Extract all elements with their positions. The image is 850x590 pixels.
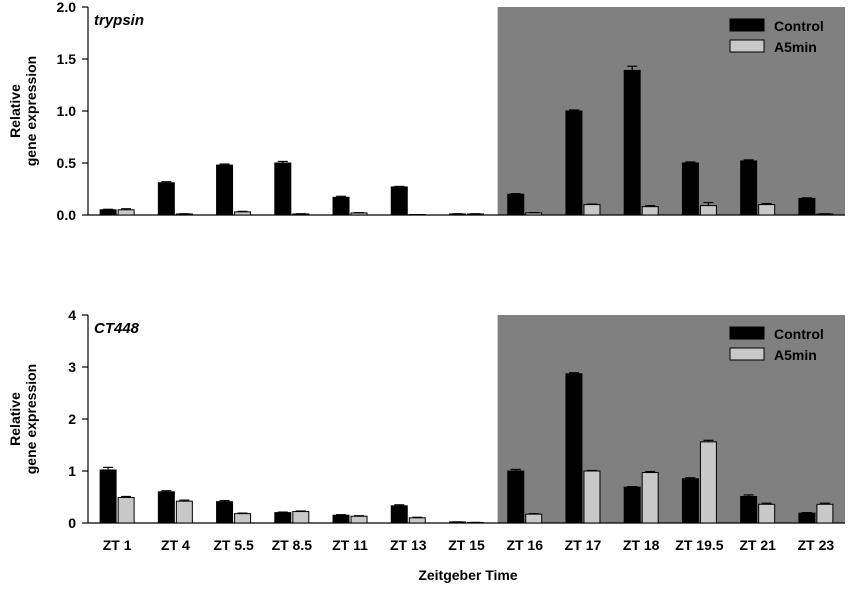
- control-bar: [623, 486, 641, 524]
- y-axis-label-line: Relative: [7, 84, 23, 138]
- x-axis-label: Zeitgeber Time: [418, 567, 518, 583]
- y-axis-label: Relative gene expression: [7, 56, 39, 167]
- control-bar: [507, 470, 525, 524]
- a5min-bar: [758, 204, 776, 216]
- a5min-bar: [175, 500, 193, 524]
- control-bar: [274, 162, 292, 216]
- y-tick-label: 2: [68, 411, 76, 427]
- control-bar: [623, 69, 641, 216]
- a5min-bar: [117, 497, 135, 524]
- dark-phase-shading: [497, 7, 845, 215]
- a5min-bar: [292, 511, 310, 524]
- x-tick-label: ZT 13: [390, 537, 427, 553]
- panel-title: CT448: [94, 320, 140, 337]
- a5min-bar: [234, 513, 252, 524]
- legend-swatch: [729, 18, 765, 32]
- y-tick-label: 1.0: [57, 103, 77, 119]
- x-tick-label: ZT 16: [506, 537, 543, 553]
- a5min-bar: [583, 204, 601, 216]
- control-bar: [216, 164, 234, 216]
- x-tick-label: ZT 23: [798, 537, 835, 553]
- x-tick-label: ZT 21: [739, 537, 776, 553]
- y-axis-label-line: gene expression: [23, 364, 39, 475]
- control-bar: [798, 512, 816, 524]
- a5min-bar: [641, 472, 659, 524]
- legend-swatch: [729, 347, 765, 361]
- control-bar: [507, 193, 525, 216]
- a5min-bar: [117, 209, 135, 216]
- x-tick-label: ZT 18: [623, 537, 660, 553]
- y-tick-label: 1.5: [57, 51, 77, 67]
- control-bar: [740, 160, 758, 216]
- legend-swatch: [729, 39, 765, 53]
- control-bar: [798, 197, 816, 216]
- control-bar: [681, 478, 699, 524]
- control-bar: [390, 505, 408, 524]
- control-bar: [681, 162, 699, 216]
- y-axis-label: Relative gene expression: [7, 364, 39, 475]
- legend-label: Control: [774, 326, 824, 342]
- a5min-bar: [699, 205, 717, 216]
- y-tick-label: 0.5: [57, 155, 77, 171]
- control-bar: [274, 512, 292, 524]
- control-bar: [157, 182, 175, 216]
- x-tick-label: ZT 8.5: [272, 537, 313, 553]
- control-bar: [565, 110, 583, 216]
- x-tick-label: ZT 17: [565, 537, 602, 553]
- control-bar: [332, 514, 350, 524]
- control-bar: [332, 196, 350, 216]
- a5min-bar: [350, 515, 368, 524]
- panel-title: trypsin: [94, 12, 144, 29]
- control-bar: [99, 469, 117, 524]
- legend-label: A5min: [774, 347, 817, 363]
- a5min-bar: [758, 503, 776, 524]
- a5min-bar: [408, 517, 426, 524]
- a5min-bar: [641, 206, 659, 216]
- dark-phase-shading: [497, 315, 845, 523]
- a5min-bar: [699, 441, 717, 524]
- legend-label: Control: [774, 18, 824, 34]
- control-bar: [740, 495, 758, 524]
- a5min-bar: [583, 470, 601, 524]
- x-tick-label: ZT 4: [161, 537, 190, 553]
- y-tick-label: 2.0: [57, 0, 77, 15]
- y-axis-label-line: Relative: [7, 392, 23, 446]
- x-tick-label: ZT 19.5: [675, 537, 723, 553]
- a5min-bar: [525, 212, 543, 216]
- control-bar: [216, 501, 234, 524]
- y-tick-label: 4: [68, 307, 76, 323]
- control-bar: [565, 373, 583, 524]
- a5min-bar: [816, 503, 834, 524]
- x-tick-label: ZT 5.5: [213, 537, 254, 553]
- control-bar: [390, 186, 408, 216]
- y-tick-label: 0.0: [57, 207, 77, 223]
- y-tick-label: 3: [68, 359, 76, 375]
- ct448-panel: 0 1 2 3 4 Relative gene expression CT448 ZT 1 ZT …: [7, 307, 845, 553]
- control-bar: [99, 209, 117, 216]
- y-axis-label-line: gene expression: [23, 56, 39, 167]
- a5min-bar: [234, 211, 252, 216]
- control-bar: [157, 491, 175, 524]
- legend-label: A5min: [774, 39, 817, 55]
- x-tick-label: ZT 11: [332, 537, 368, 553]
- y-tick-label: 1: [68, 463, 76, 479]
- legend-swatch: [729, 326, 765, 340]
- a5min-bar: [350, 212, 368, 216]
- y-tick-label: 0: [68, 515, 76, 531]
- x-tick-label: ZT 15: [448, 537, 485, 553]
- a5min-bar: [525, 513, 543, 524]
- x-tick-label: ZT 1: [103, 537, 132, 553]
- trypsin-panel: 0.0 0.5 1.0 1.5 2.0 Relative gene expression tr…: [7, 0, 845, 223]
